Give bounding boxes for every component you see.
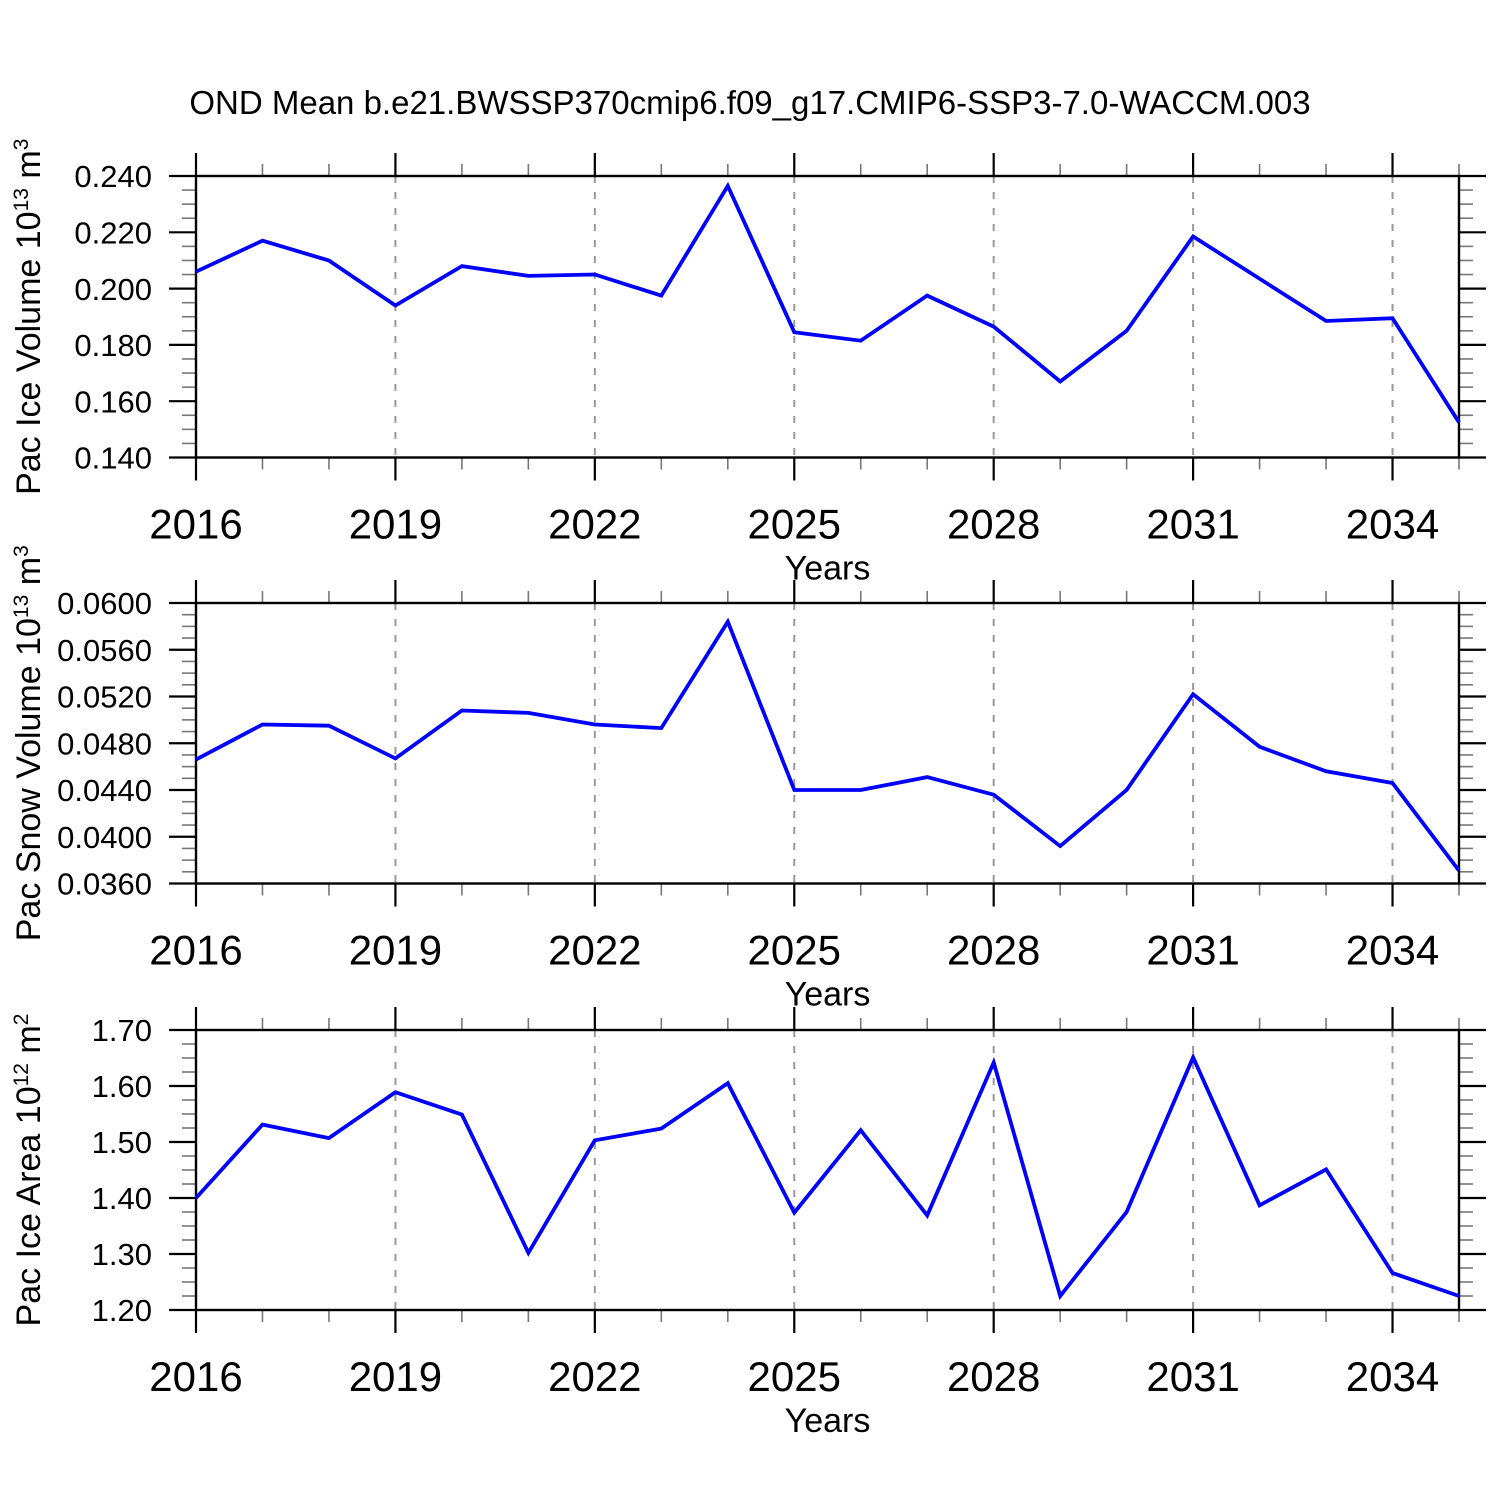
x-tick-label: 2028 bbox=[947, 927, 1040, 974]
x-tick-label: 2016 bbox=[149, 501, 242, 548]
figure-title: OND Mean b.e21.BWSSP370cmip6.f09_g17.CMI… bbox=[189, 84, 1311, 121]
series-line-pac-snow-volume bbox=[195, 617, 1461, 872]
x-tick-label: 2022 bbox=[548, 1353, 641, 1400]
x-tick-label: 2019 bbox=[349, 501, 442, 548]
x-tick-label: 2034 bbox=[1346, 927, 1439, 974]
y-tick-label: 0.0520 bbox=[57, 680, 152, 715]
chart-pac-ice-area: 2016 2019 2022 2025 2028 2031 2034 1.20 1.30 1.40… bbox=[10, 1007, 1486, 1440]
y-tick-label: 1.60 bbox=[92, 1069, 152, 1104]
y-tick-label: 0.0480 bbox=[57, 726, 152, 761]
x-tick-label: 2025 bbox=[748, 1353, 841, 1400]
x-tick-label: 2022 bbox=[548, 927, 641, 974]
y-axis-title: Pac Snow Volume 1013 m3 bbox=[10, 545, 48, 941]
y-tick-label: 0.200 bbox=[74, 272, 152, 307]
series-line-pac-ice-volume bbox=[195, 181, 1461, 424]
y-tick-label: 0.0360 bbox=[57, 867, 152, 902]
x-tick-label: 2022 bbox=[548, 501, 641, 548]
y-tick-label: 0.180 bbox=[74, 328, 152, 363]
y-tick-label: 0.140 bbox=[74, 441, 152, 476]
y-tick-label: 1.30 bbox=[92, 1237, 152, 1272]
x-axis-title: Years bbox=[785, 976, 871, 1014]
x-axis-title: Years bbox=[785, 550, 871, 588]
x-tick-label: 2031 bbox=[1146, 501, 1239, 548]
y-tick-label: 0.0560 bbox=[57, 633, 152, 668]
x-tick-label: 2016 bbox=[149, 927, 242, 974]
y-axis-title: Pac Ice Volume 1013 m3 bbox=[10, 139, 48, 495]
x-tick-label: 2031 bbox=[1146, 1353, 1239, 1400]
x-tick-label: 2031 bbox=[1146, 927, 1239, 974]
y-tick-label: 0.220 bbox=[74, 215, 152, 250]
x-tick-label: 2028 bbox=[947, 1353, 1040, 1400]
x-tick-label: 2025 bbox=[748, 501, 841, 548]
chart-pac-snow-volume: 2016 2019 2022 2025 2028 2031 2034 0.0360 0.0400… bbox=[10, 545, 1486, 1014]
y-tick-label: 0.160 bbox=[74, 384, 152, 419]
chart-pac-ice-volume: 2016 2019 2022 2025 2028 2031 2034 0.140 0.160 0.… bbox=[10, 139, 1486, 588]
x-tick-label: 2019 bbox=[349, 927, 442, 974]
y-tick-label: 1.70 bbox=[92, 1013, 152, 1048]
x-tick-label: 2034 bbox=[1346, 1353, 1439, 1400]
x-tick-label: 2025 bbox=[748, 927, 841, 974]
y-tick-label: 0.0400 bbox=[57, 820, 152, 855]
y-tick-label: 0.0440 bbox=[57, 773, 152, 808]
y-tick-label: 1.40 bbox=[92, 1181, 152, 1216]
x-tick-label: 2016 bbox=[149, 1353, 242, 1400]
y-tick-label: 0.0600 bbox=[57, 586, 152, 621]
series-line-pac-ice-area bbox=[194, 1052, 1460, 1301]
y-tick-label: 1.50 bbox=[92, 1125, 152, 1160]
y-tick-label: 1.20 bbox=[92, 1293, 152, 1328]
y-axis-title: Pac Ice Area 1012 m2 bbox=[10, 1014, 48, 1327]
y-tick-label: 0.240 bbox=[74, 159, 152, 194]
x-tick-label: 2019 bbox=[349, 1353, 442, 1400]
x-tick-label: 2028 bbox=[947, 501, 1040, 548]
x-axis-title: Years bbox=[785, 1402, 871, 1440]
x-tick-label: 2034 bbox=[1346, 501, 1439, 548]
